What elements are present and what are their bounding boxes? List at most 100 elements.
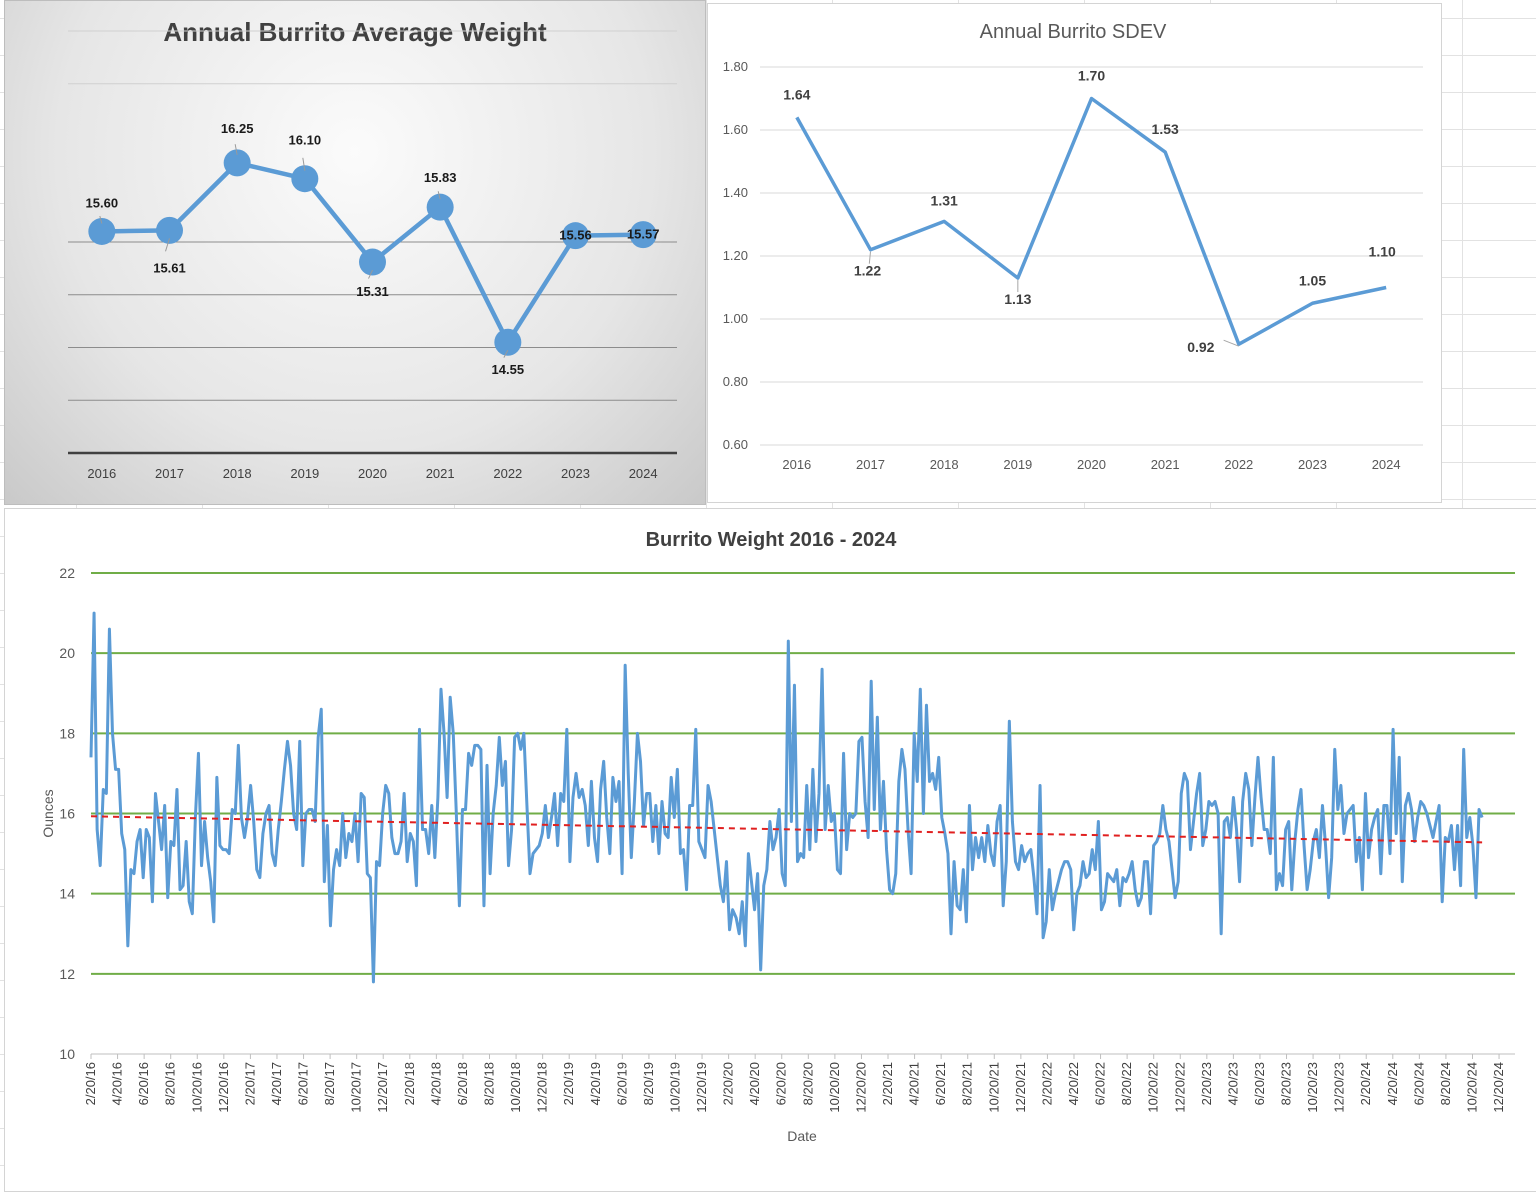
data-label: 0.92: [1187, 339, 1214, 355]
x-tick-label: 12/20/23: [1332, 1062, 1347, 1113]
x-tick-label: 12/20/17: [375, 1062, 390, 1113]
data-point-marker: [223, 149, 251, 177]
data-label: 1.53: [1152, 121, 1179, 137]
data-label: 1.13: [1004, 291, 1031, 307]
x-tick-label: 4/20/24: [1385, 1062, 1400, 1105]
x-tick-label: 4/20/20: [747, 1062, 762, 1105]
x-tick-label: 2/20/20: [721, 1062, 736, 1105]
x-tick-label: 8/20/21: [960, 1062, 975, 1105]
x-tick-label: 10/20/20: [827, 1062, 842, 1113]
x-tick-label: 2/20/19: [561, 1062, 576, 1105]
x-tick-label: 6/20/21: [933, 1062, 948, 1105]
x-tick-label: 4/20/18: [428, 1062, 443, 1105]
x-tick-label: 6/20/23: [1252, 1062, 1267, 1105]
x-tick-label: 2/20/16: [83, 1062, 98, 1105]
leader-line: [165, 238, 170, 252]
x-tick-label: 2/20/23: [1199, 1062, 1214, 1105]
x-tick-label: 10/20/24: [1464, 1062, 1479, 1113]
x-tick-label: 2/20/18: [402, 1062, 417, 1105]
x-tick-label: 12/20/22: [1172, 1062, 1187, 1113]
x-tick-label: 2/20/22: [1039, 1062, 1054, 1105]
avg-weight-chart: Annual Burrito Average Weight 15.60 2016 15…: [68, 17, 677, 481]
x-tick-label: 8/20/18: [482, 1062, 497, 1105]
x-tick-label: 6/20/16: [136, 1062, 151, 1105]
x-tick-label: 2/20/24: [1358, 1062, 1373, 1105]
x-tick-label: 6/20/19: [614, 1062, 629, 1105]
x-tick-label: 6/20/18: [455, 1062, 470, 1105]
data-label: 15.61: [153, 260, 186, 275]
data-point-marker: [291, 165, 319, 193]
data-label: 16.25: [221, 121, 254, 136]
y-tick-label: 10: [59, 1046, 75, 1062]
x-tick-label: 2024: [629, 466, 658, 481]
data-point-marker: [156, 216, 183, 244]
x-tick-label: 2023: [561, 466, 590, 481]
y-tick-label: 22: [59, 565, 75, 581]
x-tick-label: 4/20/19: [588, 1062, 603, 1105]
y-tick-label: 1.60: [723, 122, 748, 137]
x-tick-label: 2/20/21: [880, 1062, 895, 1105]
x-tick-label: 4/20/22: [1066, 1062, 1081, 1105]
leader-line: [868, 251, 871, 264]
series-line: [795, 96, 1387, 346]
leader-line: [1223, 339, 1240, 347]
x-tick-label: 2018: [930, 457, 959, 472]
x-tick-label: 2/20/17: [242, 1062, 257, 1105]
x-tick-label: 6/20/24: [1411, 1062, 1426, 1105]
chart-title: Annual Burrito Average Weight: [163, 17, 547, 47]
data-label: 15.83: [424, 170, 457, 185]
x-axis-label: Date: [787, 1128, 817, 1144]
x-tick-label: 4/20/17: [269, 1062, 284, 1105]
x-tick-label: 10/20/22: [1146, 1062, 1161, 1113]
chart-title: Burrito Weight 2016 - 2024: [646, 529, 898, 551]
trendline: [90, 815, 1483, 844]
data-point-marker: [629, 221, 657, 249]
data-label: 1.31: [931, 192, 958, 208]
x-tick-label: 12/20/19: [694, 1062, 709, 1113]
x-tick-label: 2019: [1003, 457, 1032, 472]
x-tick-label: 12/20/16: [216, 1062, 231, 1113]
x-tick-label: 2017: [856, 457, 885, 472]
x-tick-label: 12/20/18: [535, 1062, 550, 1113]
x-tick-label: 10/20/19: [667, 1062, 682, 1113]
data-label: 14.55: [492, 362, 525, 377]
y-tick-label: 1.40: [723, 185, 748, 200]
data-label: 1.10: [1369, 244, 1396, 260]
x-tick-label: 12/20/24: [1491, 1062, 1506, 1113]
x-tick-label: 6/20/17: [296, 1062, 311, 1105]
x-tick-label: 10/20/18: [508, 1062, 523, 1113]
y-tick-label: 20: [59, 645, 75, 661]
x-tick-label: 6/20/22: [1093, 1062, 1108, 1105]
leader-line: [437, 191, 441, 200]
x-tick-label: 2017: [155, 466, 184, 481]
sdev-chart-panel[interactable]: Annual Burrito SDEV 0.60 0.80 1.00 1.20 1.40 1…: [707, 3, 1442, 503]
avg-weight-chart-panel[interactable]: Annual Burrito Average Weight 15.60 2016 15…: [4, 0, 706, 505]
x-tick-label: 2023: [1298, 457, 1327, 472]
y-tick-label: 12: [59, 966, 75, 982]
x-tick-label: 10/20/16: [189, 1062, 204, 1113]
x-tick-label: 12/20/20: [853, 1062, 868, 1113]
x-tick-label: 6/20/20: [774, 1062, 789, 1105]
x-tick-label: 4/20/16: [110, 1062, 125, 1105]
x-tick-label: 2022: [493, 466, 522, 481]
data-point-marker: [88, 217, 116, 245]
x-tick-label: 2021: [1151, 457, 1180, 472]
x-tick-label: 2020: [1077, 457, 1106, 472]
data-label: 15.31: [356, 284, 389, 299]
x-tick-label: 8/20/19: [641, 1062, 656, 1105]
data-point-marker: [426, 193, 454, 221]
x-tick-label: 2020: [358, 466, 387, 481]
y-tick-label: 18: [59, 725, 75, 741]
x-tick-label: 2016: [782, 457, 811, 472]
x-tick-label: 12/20/21: [1013, 1062, 1028, 1113]
weight-timeseries-chart-panel[interactable]: Burrito Weight 2016 - 2024 10 12 14 16 18 20 22…: [4, 508, 1536, 1192]
data-point-marker: [494, 328, 522, 356]
y-tick-label: 1.20: [723, 248, 748, 263]
sdev-chart: Annual Burrito SDEV 0.60 0.80 1.00 1.20 1.40 1…: [723, 21, 1423, 472]
x-tick-label: 8/20/23: [1279, 1062, 1294, 1105]
x-tick-label: 4/20/21: [907, 1062, 922, 1105]
data-label: 16.10: [289, 133, 322, 148]
leader-line: [302, 157, 306, 171]
x-tick-label: 8/20/24: [1438, 1062, 1453, 1105]
data-label: 1.05: [1299, 272, 1326, 288]
